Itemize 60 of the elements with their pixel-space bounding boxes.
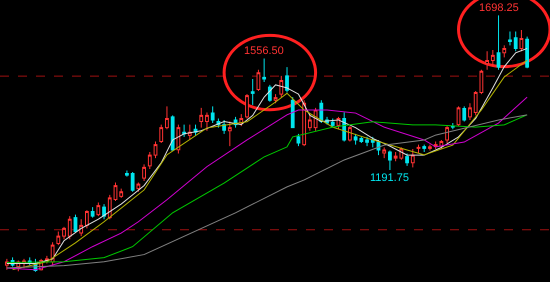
candlestick (62, 226, 66, 240)
candlestick (496, 14, 500, 70)
candlestick (256, 69, 260, 92)
candlestick (136, 182, 140, 192)
candlestick (354, 133, 358, 146)
candlestick (182, 124, 186, 138)
candlestick (154, 141, 158, 159)
candlestick (268, 84, 272, 102)
candlestick (468, 102, 472, 120)
candlestick (422, 144, 426, 153)
candlestick (514, 31, 518, 52)
candlestick (502, 44, 506, 58)
candlestick (348, 126, 352, 142)
candlestick (365, 136, 369, 147)
candlestick (485, 50, 490, 70)
candlestick (274, 94, 278, 104)
candlestick (102, 204, 106, 220)
candlestick (479, 69, 484, 95)
candlestick (525, 36, 530, 69)
candlestick (462, 106, 466, 122)
candlestick (85, 210, 89, 229)
candlestick (96, 202, 100, 217)
candlestick (405, 153, 409, 166)
candlestick (388, 150, 392, 170)
candlestick (474, 90, 478, 116)
candlestick (119, 188, 124, 198)
candlestick (205, 112, 209, 132)
candlestick (74, 214, 78, 232)
candlestick (90, 206, 95, 218)
candlestick (285, 66, 289, 94)
annotation: 1191.75 (370, 172, 409, 184)
candlestick (376, 139, 380, 156)
candlestick (262, 58, 266, 83)
candlestick (428, 144, 432, 151)
candlestick (416, 144, 420, 154)
candlestick (508, 31, 512, 46)
candlestick (520, 29, 524, 52)
candlestick (370, 136, 375, 148)
candlestick (114, 182, 118, 202)
candlestick (199, 107, 204, 128)
candlestick (148, 152, 152, 170)
annotation: 1556.50 (244, 45, 284, 57)
candlestick (142, 164, 146, 182)
candlestick (359, 136, 364, 144)
candlestick (68, 216, 72, 240)
candlestick (56, 231, 60, 246)
candlestick (296, 133, 300, 147)
candlestick (445, 126, 449, 144)
annotation: 1698.25 (479, 2, 519, 14)
candlestick (165, 106, 169, 130)
candlestick (410, 148, 415, 168)
candlestick (250, 78, 255, 106)
candlestick (382, 146, 386, 159)
candlestick (394, 152, 398, 162)
candlestick (228, 121, 232, 147)
candlestick (490, 49, 495, 68)
candlestick (245, 94, 249, 119)
candlestick (159, 124, 164, 144)
candlestick (210, 106, 215, 124)
candlestick (456, 106, 460, 127)
